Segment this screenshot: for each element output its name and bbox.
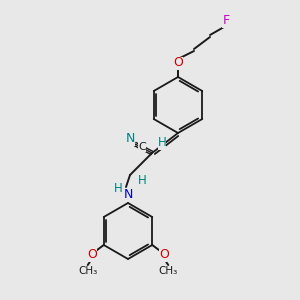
Text: O: O: [159, 248, 169, 262]
Text: N: N: [123, 188, 133, 202]
Text: F: F: [222, 14, 230, 28]
Text: H: H: [158, 136, 166, 149]
Text: O: O: [173, 56, 183, 70]
Text: O: O: [87, 248, 97, 262]
Text: C: C: [138, 142, 146, 152]
Text: H: H: [138, 175, 146, 188]
Text: CH₃: CH₃: [159, 266, 178, 276]
Text: CH₃: CH₃: [78, 266, 98, 276]
Text: N: N: [125, 133, 135, 146]
Text: H: H: [114, 182, 122, 196]
